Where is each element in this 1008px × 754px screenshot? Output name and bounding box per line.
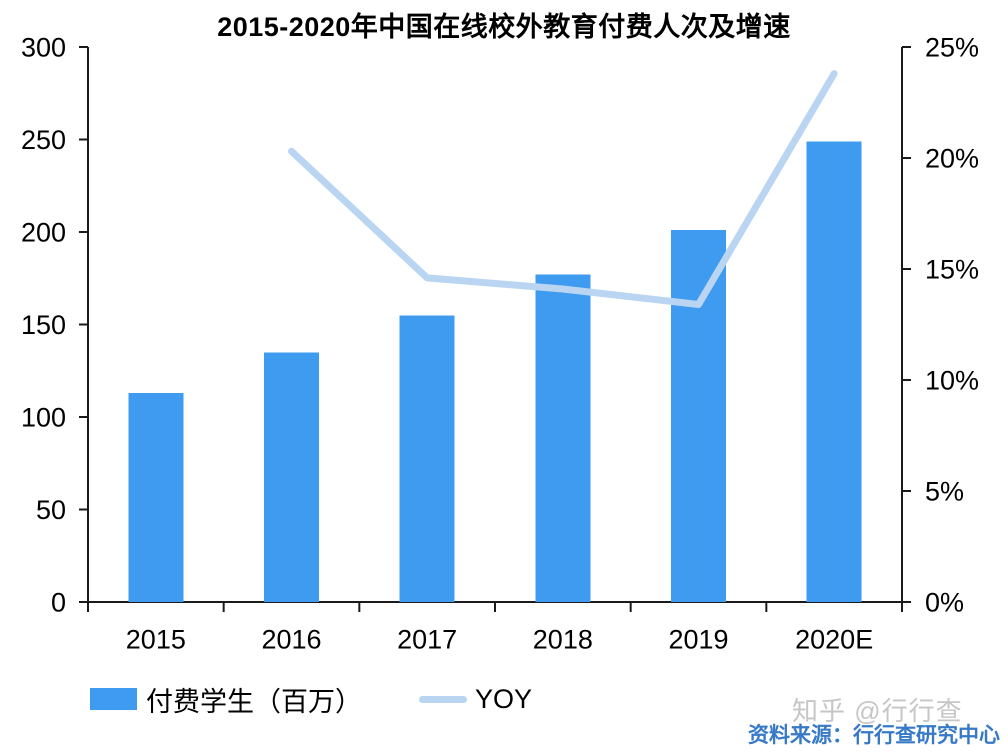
x-axis-category-label: 2016 [261,624,321,654]
left-axis-tick-label: 0 [51,587,66,617]
right-axis-tick-label: 10% [925,365,979,395]
bar-2020E [806,141,862,602]
line-legend-swatch [419,695,467,703]
x-axis-category-label: 2017 [397,624,457,654]
x-axis-category-label: 2018 [533,624,593,654]
bar-legend-swatch [90,688,137,710]
bar-legend-label: 付费学生（百万） [146,686,362,717]
chart-title: 2015-2020年中国在线校外教育付费人次及增速 [217,12,791,42]
x-axis-category-label: 2020E [795,624,873,654]
left-axis-tick-label: 150 [21,310,66,340]
right-axis-tick-label: 5% [925,476,964,506]
left-axis-tick-label: 250 [21,125,66,155]
bar-2016 [264,352,319,602]
chart-legend: 付费学生（百万） YOY [90,683,533,717]
right-axis-tick-label: 20% [925,143,979,173]
right-axis-tick-label: 15% [925,254,979,284]
line-legend-label: YOY [475,683,533,714]
x-axis-category-label: 2019 [668,624,728,654]
bar-2019 [671,230,726,602]
left-axis-tick-label: 100 [21,402,66,432]
bar-2018 [535,274,591,602]
left-axis-tick-label: 300 [21,32,66,62]
chart-canvas: 0 50 100 150 200 250 300 0% 5% 10% 15% 20% 25% 2015 20… [21,32,979,654]
bar-2015 [128,392,184,602]
right-axis-tick-label: 0% [925,587,964,617]
source-note: 资料来源：行行查研究中心 [748,724,1000,747]
bar-2017 [399,315,455,602]
x-axis-category-label: 2015 [126,624,186,654]
yoy-line [288,70,838,308]
right-axis-tick-label: 25% [925,32,979,62]
zhihu-watermark: 知乎 @行行查 [792,696,963,726]
left-axis-tick-label: 200 [21,217,66,247]
left-axis-tick-label: 50 [36,495,66,525]
